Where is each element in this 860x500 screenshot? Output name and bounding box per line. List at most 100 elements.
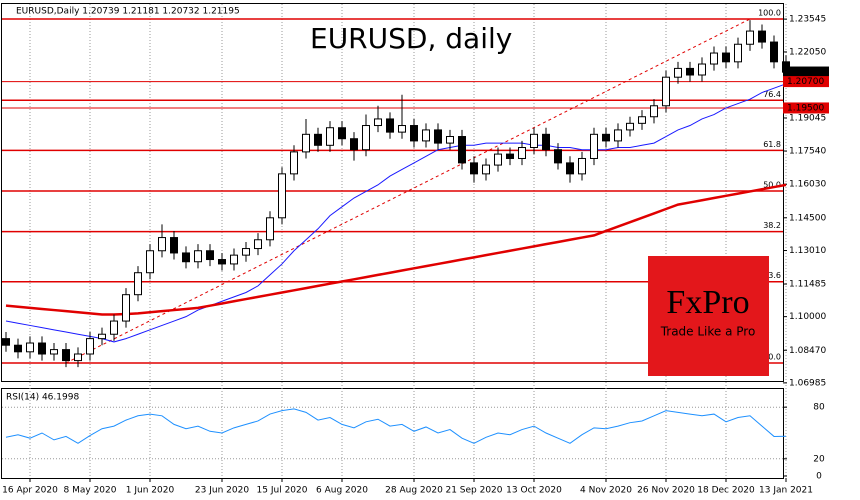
candle-body — [38, 342, 46, 355]
main-panel — [1, 3, 784, 382]
candle-body — [386, 118, 394, 133]
candle-body — [110, 320, 118, 335]
fib-label: 50.0 — [763, 180, 781, 189]
candle-body — [86, 338, 94, 355]
candle-body — [686, 67, 694, 76]
candle-body — [278, 173, 286, 219]
candle-body — [506, 153, 514, 159]
price-box — [783, 102, 829, 114]
candle-body — [710, 52, 718, 65]
y-tick-label: 1.11485 — [789, 280, 826, 290]
header: EURUSD,Daily 1.20739 1.21181 1.20732 1.2… — [16, 7, 240, 17]
candle-body — [470, 162, 478, 175]
candle-body — [2, 338, 10, 346]
fib-label: 61.8 — [763, 140, 781, 149]
candle-body — [74, 353, 82, 362]
candle-body — [314, 133, 322, 146]
price-box-label: 1.21135 — [787, 68, 824, 78]
candle-body — [50, 349, 58, 355]
plot: 16 Apr 2020 8 May 2020 1 Jun 2020 23 Jun 20… — [2, 4, 829, 496]
fib-label: 76.4 — [763, 90, 781, 99]
x-tick-label: 21 Sep 2020 — [445, 486, 502, 496]
y-tick-label: 1.19045 — [789, 113, 826, 123]
candle-body — [206, 250, 214, 261]
brand-name: FxPro — [666, 284, 749, 321]
candle-body — [230, 254, 238, 265]
candle-body — [578, 157, 586, 175]
price-box-label: 1.20700 — [787, 77, 824, 87]
candle-body — [350, 138, 358, 151]
candle-body — [542, 133, 550, 151]
candle-body — [770, 41, 778, 63]
candle-body — [566, 162, 574, 175]
y-tick-label: 1.08470 — [789, 346, 826, 356]
fib-label: 23.6 — [763, 271, 781, 280]
rsi-y-tick-label: 80 — [813, 403, 825, 413]
candle-body — [602, 133, 610, 142]
candle-body — [650, 105, 658, 118]
x-tick-label: 8 May 2020 — [64, 486, 117, 496]
fib-label: 100.0 — [758, 8, 781, 17]
y-tick-label: 1.17540 — [789, 147, 826, 157]
rsi-y-tick-label: 0 — [816, 472, 822, 482]
candle-body — [434, 129, 442, 144]
candle-body — [398, 125, 406, 133]
candle-body — [530, 133, 538, 148]
candle-body — [374, 118, 382, 127]
candle-body — [614, 129, 622, 142]
fib-trendline — [65, 18, 751, 364]
candle-body — [302, 133, 310, 153]
candle-body — [446, 136, 454, 144]
rsi-panel — [1, 388, 784, 479]
candle-body — [410, 125, 418, 142]
candle-body — [698, 63, 706, 76]
x-tick-label: 23 Jun 2020 — [195, 486, 249, 496]
price-box — [783, 76, 829, 88]
y-tick-label: 1.22050 — [789, 47, 826, 57]
candle-body — [242, 248, 250, 256]
candle-body — [662, 76, 670, 107]
candle-body — [722, 52, 730, 63]
candle-body — [518, 146, 526, 159]
candle-body — [494, 153, 502, 166]
fib-label: 38.2 — [763, 221, 781, 230]
fib-label: 0.0 — [768, 353, 781, 362]
candle-body — [146, 250, 154, 274]
x-tick-label: 4 Nov 2020 — [580, 486, 632, 496]
candle-body — [266, 217, 274, 241]
moving-average — [5, 83, 787, 343]
candle-body — [758, 30, 766, 43]
brand-box — [648, 256, 769, 376]
candle-body — [422, 129, 430, 142]
x-tick-label: 13 Oct 2020 — [506, 486, 562, 496]
rsi-line — [5, 408, 787, 444]
y-tick-label: 1.14500 — [789, 213, 826, 223]
candle-body — [554, 149, 562, 164]
candle-body — [362, 125, 370, 151]
candle-body — [326, 127, 334, 146]
candle-body — [170, 237, 178, 254]
x-tick-label: 16 Apr 2020 — [2, 486, 58, 496]
price-box — [783, 66, 829, 78]
y-tick-label: 1.13010 — [789, 246, 826, 256]
candle-body — [746, 30, 754, 45]
candle-body — [734, 43, 742, 63]
rsi-y-tick-label: 20 — [813, 454, 825, 464]
y-tick-label: 1.16030 — [789, 180, 826, 190]
candle-body — [62, 349, 70, 362]
x-tick-label: 26 Nov 2020 — [637, 486, 695, 496]
brand-tagline: Trade Like a Pro — [660, 325, 756, 339]
candle-body — [458, 136, 466, 164]
candle-body — [590, 133, 598, 159]
price-box-label: 1.19500 — [787, 103, 824, 113]
candle-body — [674, 67, 682, 78]
x-tick-label: 15 Jul 2020 — [257, 486, 308, 496]
candle-body — [194, 250, 202, 263]
candle-body — [338, 127, 346, 140]
x-tick-label: 18 Dec 2020 — [697, 486, 755, 496]
x-tick-label: 28 Aug 2020 — [385, 486, 443, 496]
candle-body — [26, 342, 34, 353]
moving-average — [5, 183, 787, 316]
